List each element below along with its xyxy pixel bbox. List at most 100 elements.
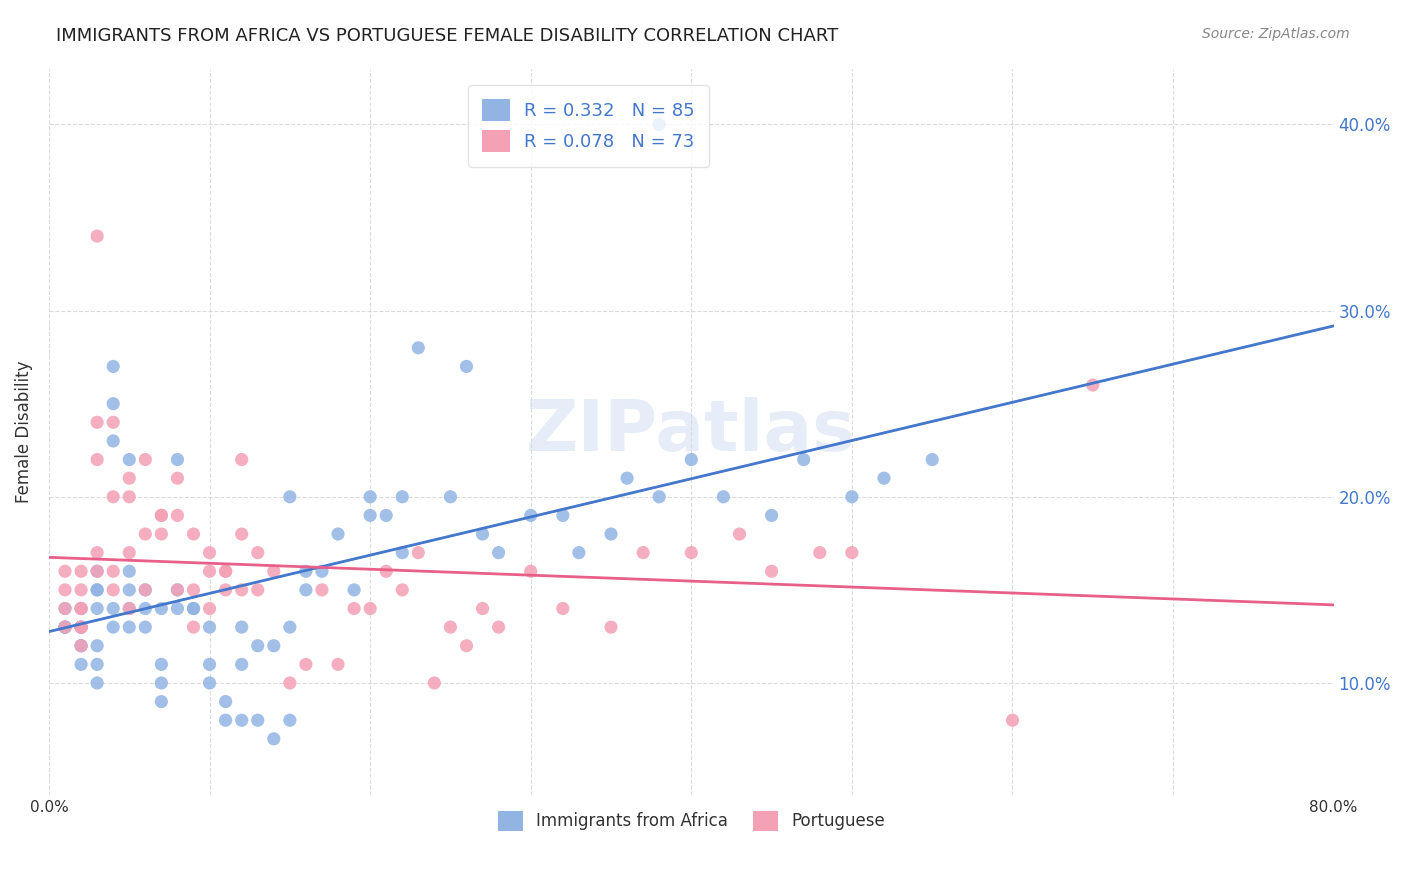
Point	[103, 564, 125, 578]
Point	[53, 620, 76, 634]
Point	[183, 582, 205, 597]
Point	[86, 564, 108, 578]
Point	[343, 582, 366, 597]
Point	[214, 582, 236, 597]
Point	[214, 564, 236, 578]
Point	[166, 452, 188, 467]
Point	[214, 695, 236, 709]
Point	[600, 527, 623, 541]
Point	[375, 564, 398, 578]
Point	[118, 490, 141, 504]
Point	[134, 452, 156, 467]
Y-axis label: Female Disability: Female Disability	[15, 360, 32, 503]
Point	[118, 601, 141, 615]
Point	[86, 582, 108, 597]
Point	[295, 582, 318, 597]
Point	[231, 527, 253, 541]
Point	[134, 582, 156, 597]
Point	[456, 639, 478, 653]
Point	[488, 620, 510, 634]
Point	[183, 527, 205, 541]
Point	[53, 620, 76, 634]
Point	[118, 582, 141, 597]
Point	[150, 508, 173, 523]
Point	[150, 657, 173, 672]
Point	[311, 582, 333, 597]
Point	[921, 452, 943, 467]
Point	[70, 620, 93, 634]
Point	[70, 620, 93, 634]
Point	[761, 508, 783, 523]
Point	[166, 508, 188, 523]
Point	[134, 582, 156, 597]
Point	[103, 620, 125, 634]
Point	[118, 601, 141, 615]
Point	[841, 490, 863, 504]
Point	[118, 546, 141, 560]
Point	[873, 471, 896, 485]
Point	[808, 546, 831, 560]
Point	[326, 527, 349, 541]
Text: IMMIGRANTS FROM AFRICA VS PORTUGUESE FEMALE DISABILITY CORRELATION CHART: IMMIGRANTS FROM AFRICA VS PORTUGUESE FEM…	[56, 27, 838, 45]
Point	[150, 695, 173, 709]
Point	[70, 582, 93, 597]
Point	[86, 229, 108, 244]
Point	[86, 564, 108, 578]
Point	[295, 564, 318, 578]
Point	[86, 415, 108, 429]
Point	[231, 713, 253, 727]
Point	[103, 601, 125, 615]
Point	[70, 657, 93, 672]
Point	[70, 639, 93, 653]
Point	[551, 508, 574, 523]
Point	[1001, 713, 1024, 727]
Point	[600, 620, 623, 634]
Point	[231, 620, 253, 634]
Point	[150, 508, 173, 523]
Point	[198, 564, 221, 578]
Point	[70, 620, 93, 634]
Point	[231, 582, 253, 597]
Point	[648, 117, 671, 131]
Point	[70, 639, 93, 653]
Point	[488, 546, 510, 560]
Point	[246, 582, 269, 597]
Point	[150, 676, 173, 690]
Point	[439, 490, 461, 504]
Point	[246, 639, 269, 653]
Point	[359, 490, 381, 504]
Point	[166, 601, 188, 615]
Point	[53, 601, 76, 615]
Point	[70, 639, 93, 653]
Point	[326, 657, 349, 672]
Point	[86, 601, 108, 615]
Point	[1081, 378, 1104, 392]
Point	[681, 452, 703, 467]
Text: ZIPatlas: ZIPatlas	[526, 397, 856, 467]
Point	[278, 490, 301, 504]
Point	[343, 601, 366, 615]
Point	[471, 601, 494, 615]
Point	[53, 601, 76, 615]
Point	[53, 620, 76, 634]
Point	[118, 564, 141, 578]
Point	[761, 564, 783, 578]
Point	[681, 546, 703, 560]
Point	[616, 471, 638, 485]
Point	[519, 564, 541, 578]
Point	[86, 676, 108, 690]
Point	[391, 490, 413, 504]
Point	[198, 546, 221, 560]
Point	[408, 341, 430, 355]
Point	[568, 546, 591, 560]
Text: Source: ZipAtlas.com: Source: ZipAtlas.com	[1202, 27, 1350, 41]
Point	[198, 657, 221, 672]
Point	[214, 564, 236, 578]
Point	[246, 546, 269, 560]
Point	[103, 582, 125, 597]
Point	[391, 582, 413, 597]
Point	[134, 527, 156, 541]
Point	[103, 490, 125, 504]
Point	[53, 564, 76, 578]
Point	[86, 657, 108, 672]
